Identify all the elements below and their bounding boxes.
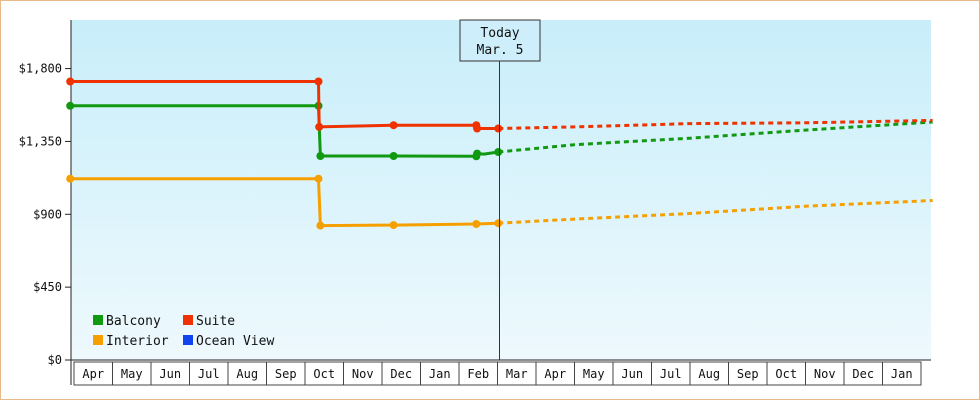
data-point xyxy=(66,174,75,183)
x-tick-label: Jun xyxy=(621,367,643,381)
series-forecast-balcony xyxy=(498,120,933,154)
x-tick-label: Jul xyxy=(198,367,220,381)
today-box xyxy=(459,19,541,62)
data-point xyxy=(494,124,503,133)
series-forecast-interior xyxy=(498,199,933,225)
legend-label: Interior xyxy=(106,334,169,349)
today-label: Today xyxy=(480,26,519,41)
series-forecast-suite xyxy=(498,118,933,130)
x-tick-label: May xyxy=(121,367,143,381)
y-tick-label: $1,800 xyxy=(19,62,62,76)
legend-label: Suite xyxy=(196,314,235,329)
data-point xyxy=(314,77,323,86)
x-tick-label: Jan xyxy=(429,367,451,381)
x-tick-label: Mar xyxy=(506,367,528,381)
data-point xyxy=(389,121,398,130)
today-date: Mar. 5 xyxy=(477,43,524,58)
data-point xyxy=(494,148,503,156)
x-tick-label: Jan xyxy=(891,367,913,381)
data-point xyxy=(389,221,398,230)
data-point xyxy=(314,174,323,183)
legend-swatch xyxy=(183,335,193,345)
data-point xyxy=(494,219,503,228)
x-tick-label: Apr xyxy=(82,367,104,381)
x-tick-label: Feb xyxy=(467,367,489,381)
legend-label: Balcony xyxy=(106,314,161,329)
x-tick-label: May xyxy=(583,367,605,381)
data-point xyxy=(66,101,75,110)
x-tick-label: Aug xyxy=(698,367,720,381)
y-tick-label: $1,350 xyxy=(19,134,62,148)
data-point xyxy=(66,77,75,86)
legend-swatch xyxy=(93,335,103,345)
legend-label: Ocean View xyxy=(196,334,274,349)
data-point xyxy=(473,149,482,158)
x-tick-label: Dec xyxy=(390,367,412,381)
legend-swatch xyxy=(93,315,103,325)
data-point xyxy=(316,152,325,160)
x-tick-label: Jul xyxy=(660,367,682,381)
x-tick-label: Aug xyxy=(236,367,258,381)
x-tick-label: Apr xyxy=(544,367,566,381)
y-tick-label: $450 xyxy=(33,280,62,294)
y-tick-label: $900 xyxy=(33,207,62,221)
data-point xyxy=(389,152,398,160)
y-tick-label: $0 xyxy=(48,353,62,367)
plot-area xyxy=(71,20,931,360)
x-tick-label: Sep xyxy=(737,367,759,381)
x-tick-label: Oct xyxy=(313,367,335,381)
data-point xyxy=(472,220,481,228)
x-tick-label: Sep xyxy=(275,367,297,381)
x-tick-label: Oct xyxy=(775,367,797,381)
data-point xyxy=(315,122,324,131)
x-tick-label: Jun xyxy=(159,367,181,381)
x-month-cell xyxy=(882,361,922,386)
legend-swatch xyxy=(183,315,193,325)
data-point xyxy=(316,221,325,230)
x-tick-label: Dec xyxy=(852,367,874,381)
data-point xyxy=(473,124,482,133)
x-tick-label: Nov xyxy=(352,367,374,381)
x-tick-label: Nov xyxy=(814,367,836,381)
